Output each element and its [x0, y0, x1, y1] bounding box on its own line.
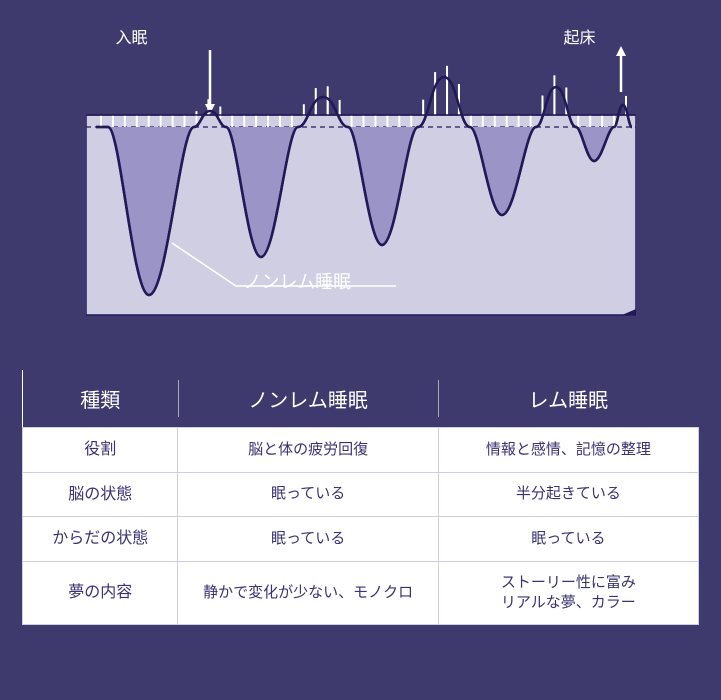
sleep-comparison-table: 種類ノンレム睡眠レム睡眠 役割脳と体の疲労回復情報と感情、記憶の整理脳の状態眠っ…: [22, 370, 699, 625]
table-cell: 眠っている: [178, 472, 438, 517]
table-header: レム睡眠: [438, 370, 698, 428]
table-row: 役割脳と体の疲労回復情報と感情、記憶の整理: [23, 428, 699, 473]
table-cell: 脳の状態: [23, 472, 178, 517]
table-cell: からだの状態: [23, 517, 178, 562]
table-cell: 眠っている: [178, 517, 438, 562]
table-header: ノンレム睡眠: [178, 370, 438, 428]
table-cell: 半分起きている: [438, 472, 698, 517]
table-cell: 夢の内容: [23, 561, 178, 625]
table-row: 脳の状態眠っている半分起きている: [23, 472, 699, 517]
table-cell: 情報と感情、記憶の整理: [438, 428, 698, 473]
sleep-cycle-chart: 入眠 起床 ノンレム睡眠: [86, 30, 636, 350]
table-row: からだの状態眠っている眠っている: [23, 517, 699, 562]
sleep-comparison-table-container: 種類ノンレム睡眠レム睡眠 役割脳と体の疲労回復情報と感情、記憶の整理脳の状態眠っ…: [0, 350, 721, 625]
table-cell: 静かで変化が少ない、モノクロ: [178, 561, 438, 625]
table-cell: ストーリー性に富みリアルな夢、カラー: [438, 561, 698, 625]
label-sleep-onset: 入眠: [116, 24, 148, 48]
table-row: 夢の内容静かで変化が少ない、モノクロストーリー性に富みリアルな夢、カラー: [23, 561, 699, 625]
label-nonrem: ノンレム睡眠: [244, 268, 352, 294]
table-cell: 役割: [23, 428, 178, 473]
sleep-cycle-svg: [86, 30, 636, 350]
table-header: 種類: [23, 370, 178, 428]
table-cell: 脳と体の疲労回復: [178, 428, 438, 473]
label-wake: 起床: [564, 24, 596, 48]
table-cell: 眠っている: [438, 517, 698, 562]
